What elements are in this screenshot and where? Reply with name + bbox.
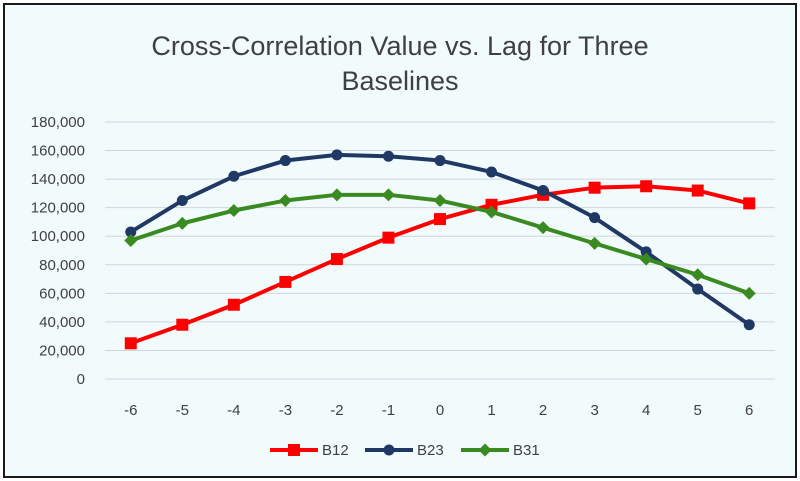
y-tick-label: 0 — [77, 371, 85, 388]
chart-title: Cross-Correlation Value vs. Lag for Thre… — [151, 31, 648, 96]
data-point-b12 — [176, 318, 189, 331]
x-tick-label: 4 — [642, 402, 650, 419]
data-point-b31 — [330, 188, 344, 202]
x-axis-tick-labels: -6 -5 -4 -3 -2 -1 0 1 2 3 4 5 6 — [124, 402, 753, 419]
x-tick-label: -6 — [124, 402, 137, 419]
series-lines — [124, 149, 756, 350]
data-point-b31 — [124, 234, 138, 248]
data-point-b31 — [485, 205, 499, 219]
data-point-b23 — [331, 149, 343, 161]
data-point-b23 — [176, 195, 188, 207]
x-tick-label: 5 — [694, 402, 702, 419]
data-point-b31 — [227, 204, 241, 218]
data-point-b31 — [588, 236, 602, 250]
data-point-b12 — [382, 231, 395, 244]
data-point-b31 — [536, 221, 550, 235]
data-point-b31 — [639, 252, 653, 266]
x-tick-label: -2 — [330, 402, 343, 419]
y-tick-label: 100,000 — [31, 228, 85, 245]
legend-item-b12: B12 — [270, 442, 349, 459]
data-point-b23 — [228, 170, 240, 182]
data-point-b12 — [124, 337, 137, 350]
line-chart: Cross-Correlation Value vs. Lag for Thre… — [31, 31, 775, 459]
x-tick-label: 3 — [590, 402, 598, 419]
series-b12 — [124, 180, 756, 350]
data-point-b12 — [588, 181, 601, 194]
legend-label-b31: B31 — [513, 442, 540, 459]
data-point-b31 — [691, 268, 705, 282]
legend-label-b12: B12 — [322, 442, 349, 459]
legend-label-b23: B23 — [417, 442, 444, 459]
data-point-b31 — [433, 194, 447, 208]
x-tick-label: -5 — [176, 402, 189, 419]
data-point-b23 — [434, 155, 446, 167]
x-tick-label: -4 — [227, 402, 240, 419]
data-point-b23 — [743, 319, 755, 331]
x-tick-label: 0 — [436, 402, 444, 419]
legend-marker-b12 — [288, 444, 300, 456]
chart-title-line-1: Cross-Correlation Value vs. Lag for Thre… — [151, 31, 648, 61]
y-tick-label: 160,000 — [31, 143, 85, 160]
series-b31 — [124, 188, 756, 300]
data-point-b23 — [279, 155, 291, 167]
gridlines — [105, 121, 775, 380]
data-point-b12 — [434, 213, 446, 226]
y-tick-label: 60,000 — [39, 285, 85, 302]
y-tick-label: 140,000 — [31, 171, 85, 188]
legend-item-b23: B23 — [365, 442, 444, 459]
series-line-b23 — [128, 152, 752, 327]
data-point-b31 — [175, 216, 189, 230]
data-point-b23 — [537, 185, 549, 197]
legend-marker-b23 — [383, 444, 395, 456]
data-point-b31 — [278, 194, 292, 208]
data-point-b23 — [589, 212, 601, 224]
x-tick-label: -3 — [279, 402, 292, 419]
x-tick-label: 6 — [745, 402, 753, 419]
y-axis-tick-labels: 0 20,000 40,000 60,000 80,000 100,000 120,000 1… — [31, 114, 85, 388]
data-point-b12 — [485, 198, 498, 211]
y-tick-label: 40,000 — [39, 314, 85, 331]
x-tick-label: 1 — [487, 402, 495, 419]
series-b23 — [125, 149, 755, 331]
data-point-b12 — [279, 275, 292, 288]
data-point-b23 — [640, 246, 652, 258]
legend-marker-b31 — [478, 443, 492, 457]
data-point-b12 — [640, 180, 653, 193]
data-point-b23 — [382, 150, 394, 162]
chart-title-line-2: Baselines — [341, 66, 458, 96]
data-point-b23 — [486, 166, 498, 178]
data-point-b12 — [330, 253, 343, 266]
data-point-b23 — [125, 226, 137, 238]
y-tick-label: 80,000 — [39, 257, 85, 274]
y-tick-label: 180,000 — [31, 114, 85, 131]
y-tick-label: 20,000 — [39, 342, 85, 359]
data-point-b12 — [227, 298, 240, 311]
series-line-b31 — [128, 192, 752, 296]
data-point-b12 — [691, 184, 704, 197]
data-point-b31 — [742, 286, 756, 300]
data-point-b31 — [381, 188, 395, 202]
x-tick-label: -1 — [382, 402, 395, 419]
legend: B12 B23 B31 — [270, 442, 540, 459]
data-point-b23 — [692, 283, 704, 295]
y-tick-label: 120,000 — [31, 200, 85, 217]
x-tick-label: 2 — [539, 402, 547, 419]
legend-item-b31: B31 — [461, 442, 540, 459]
chart-frame: Cross-Correlation Value vs. Lag for Thre… — [3, 3, 797, 478]
data-point-b12 — [743, 197, 756, 210]
